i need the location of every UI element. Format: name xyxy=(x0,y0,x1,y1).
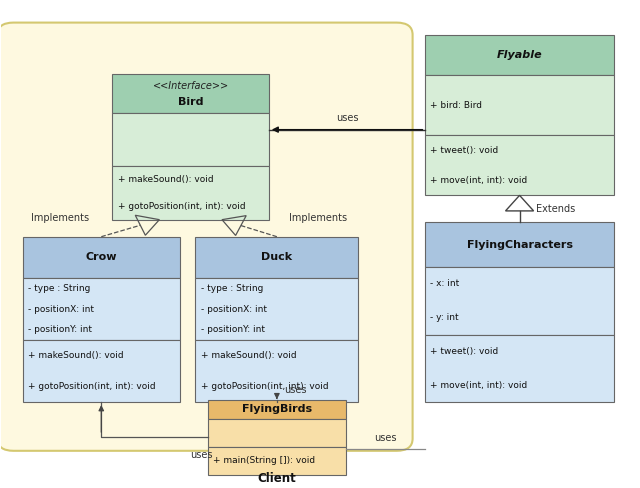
Text: FlyingCharacters: FlyingCharacters xyxy=(467,240,573,249)
Text: - x: int: - x: int xyxy=(431,280,460,288)
Text: - type : String: - type : String xyxy=(200,284,263,293)
Text: + gotoPosition(int, int): void: + gotoPosition(int, int): void xyxy=(200,382,328,391)
Text: + bird: Bird: + bird: Bird xyxy=(431,101,483,109)
Text: + main(String []): void: + main(String []): void xyxy=(213,456,316,466)
FancyBboxPatch shape xyxy=(426,35,614,75)
Text: FlyingBirds: FlyingBirds xyxy=(242,404,312,414)
Text: + tweet(): void: + tweet(): void xyxy=(431,146,499,155)
Text: uses: uses xyxy=(285,385,307,395)
Text: uses: uses xyxy=(191,449,213,460)
Text: + gotoPosition(int, int): void: + gotoPosition(int, int): void xyxy=(118,202,245,211)
Text: uses: uses xyxy=(336,113,358,123)
FancyBboxPatch shape xyxy=(208,400,346,419)
Text: Implements: Implements xyxy=(31,213,89,224)
FancyBboxPatch shape xyxy=(23,278,179,340)
Text: Duck: Duck xyxy=(261,252,292,263)
FancyBboxPatch shape xyxy=(426,75,614,135)
Text: <<Interface>>: <<Interface>> xyxy=(152,81,228,91)
Text: - positionY: int: - positionY: int xyxy=(200,325,264,334)
FancyBboxPatch shape xyxy=(113,113,269,166)
Text: + makeSound(): void: + makeSound(): void xyxy=(118,175,213,184)
Text: Bird: Bird xyxy=(178,97,204,107)
FancyBboxPatch shape xyxy=(23,340,179,402)
Text: - positionY: int: - positionY: int xyxy=(28,325,92,334)
Text: - y: int: - y: int xyxy=(431,313,459,322)
FancyBboxPatch shape xyxy=(208,419,346,447)
FancyBboxPatch shape xyxy=(426,135,614,195)
Text: - type : String: - type : String xyxy=(28,284,90,293)
Text: uses: uses xyxy=(374,433,397,443)
FancyBboxPatch shape xyxy=(426,335,614,402)
Text: Flyable: Flyable xyxy=(497,50,542,60)
Text: + move(int, int): void: + move(int, int): void xyxy=(431,381,528,390)
Text: - positionX: int: - positionX: int xyxy=(200,305,267,314)
FancyBboxPatch shape xyxy=(23,237,179,278)
Text: - positionX: int: - positionX: int xyxy=(28,305,94,314)
Text: + makeSound(): void: + makeSound(): void xyxy=(200,351,296,360)
FancyBboxPatch shape xyxy=(113,74,269,113)
Text: + gotoPosition(int, int): void: + gotoPosition(int, int): void xyxy=(28,382,156,391)
FancyBboxPatch shape xyxy=(195,278,358,340)
FancyBboxPatch shape xyxy=(426,222,614,267)
Text: Extends: Extends xyxy=(536,203,575,214)
Text: Crow: Crow xyxy=(86,252,117,263)
FancyBboxPatch shape xyxy=(113,166,269,220)
FancyBboxPatch shape xyxy=(0,22,413,451)
Text: Implements: Implements xyxy=(289,213,348,224)
Text: Client: Client xyxy=(257,472,296,485)
FancyBboxPatch shape xyxy=(195,340,358,402)
FancyBboxPatch shape xyxy=(426,267,614,335)
Text: + tweet(): void: + tweet(): void xyxy=(431,347,499,356)
Text: + makeSound(): void: + makeSound(): void xyxy=(28,351,124,360)
FancyBboxPatch shape xyxy=(195,237,358,278)
Text: + move(int, int): void: + move(int, int): void xyxy=(431,176,528,185)
FancyBboxPatch shape xyxy=(208,447,346,475)
